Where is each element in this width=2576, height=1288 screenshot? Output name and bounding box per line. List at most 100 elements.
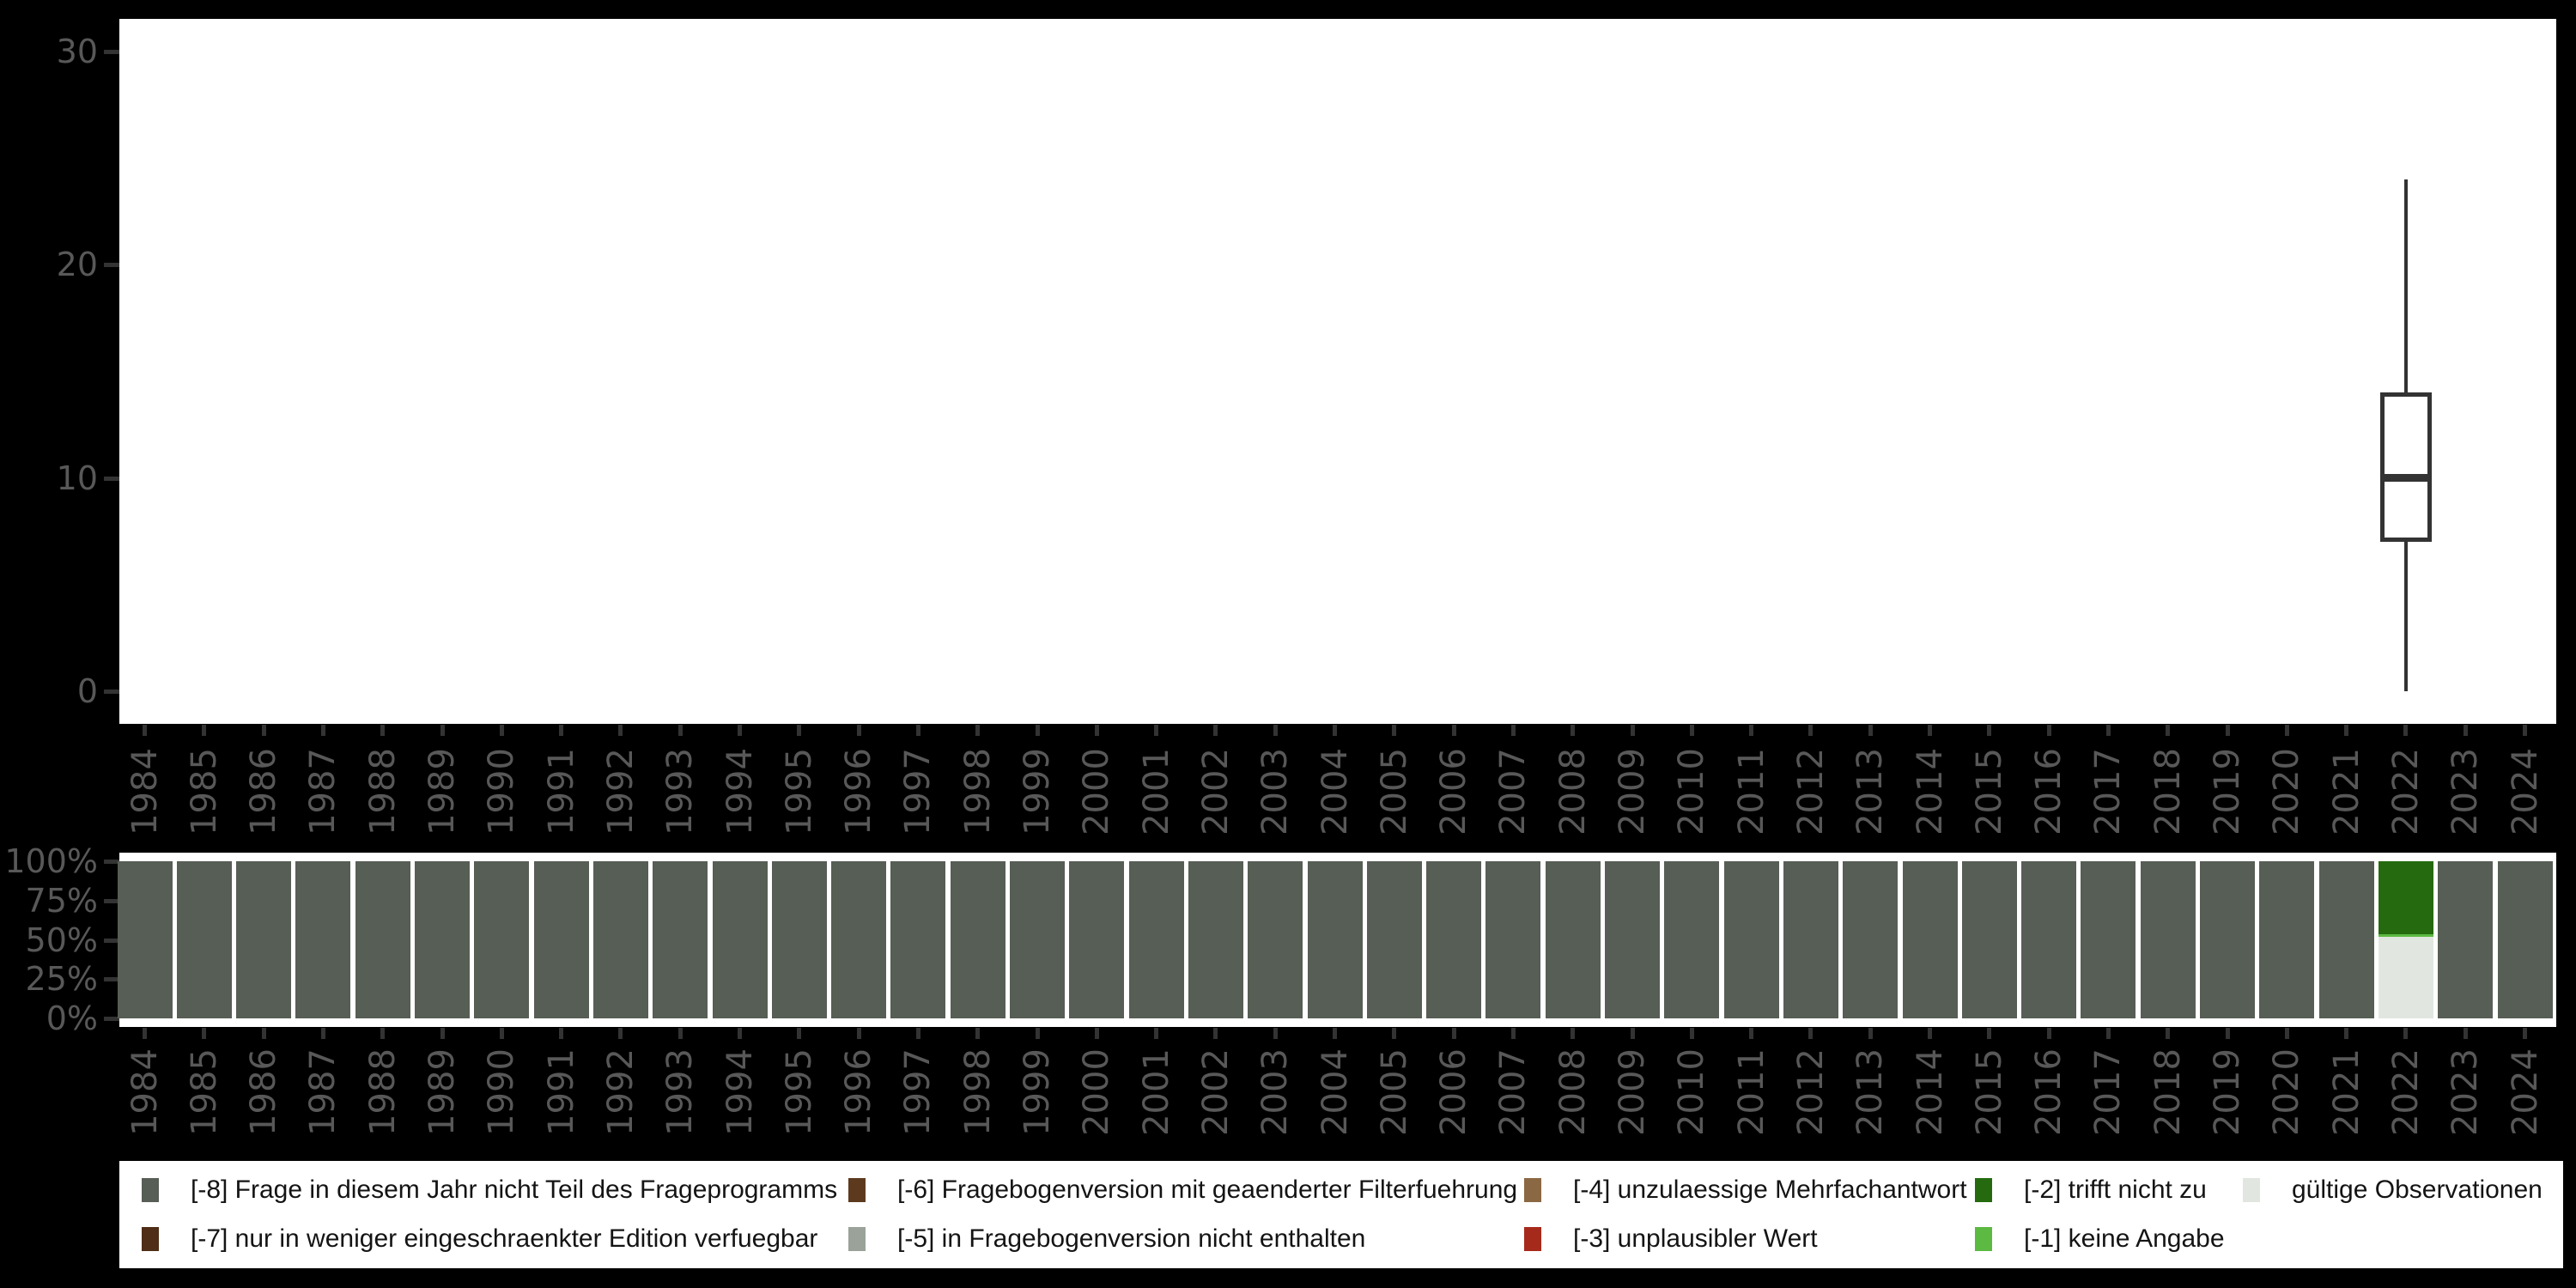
x-axis-tick (618, 725, 623, 736)
bar-segment-1993--8 (653, 861, 708, 1018)
x-axis-tick (2523, 725, 2527, 736)
x-axis-tick (1808, 725, 1814, 736)
bar-segment-1991--8 (533, 861, 589, 1018)
bar-segment-1997--8 (890, 861, 946, 1018)
x-axis-year-label: 2003 (1255, 748, 1296, 835)
x-axis-tick (559, 725, 564, 736)
x-axis-tick (1154, 725, 1159, 736)
x-axis-tick (1689, 1028, 1694, 1039)
x-axis-tick (1987, 725, 1992, 736)
percent-axis-tick-label: 75% (25, 881, 98, 920)
x-axis-year-label: 2010 (1672, 748, 1712, 835)
x-axis-tick (1571, 1028, 1576, 1039)
x-axis-year-label: 1998 (957, 748, 998, 835)
x-axis-year-label: 1985 (184, 748, 224, 835)
legend-label--3: [-3] unplausibler Wert (1573, 1224, 1818, 1253)
x-axis-year-label: 2001 (1136, 748, 1176, 835)
x-axis-year-label: 1999 (1018, 1048, 1057, 1136)
x-axis-tick (975, 725, 981, 736)
x-axis-year-label: 2017 (2088, 1048, 2129, 1136)
x-axis-tick (1213, 1028, 1218, 1039)
x-axis-year-label: 2000 (1077, 748, 1117, 835)
x-axis-year-label: 2021 (2326, 1048, 2366, 1136)
x-axis-tick (380, 1028, 386, 1039)
bar-segment-2016--8 (2021, 861, 2077, 1018)
x-axis-year-label: 1993 (660, 1048, 701, 1136)
percent-axis-tick-label: 25% (25, 960, 98, 999)
x-axis-year-label: 2006 (1434, 1048, 1474, 1136)
y-axis-tick-label: 30 (56, 32, 98, 70)
x-axis-tick (738, 725, 742, 736)
bar-segment-1994--8 (712, 861, 768, 1018)
x-axis-year-label: 1986 (244, 1048, 284, 1136)
bar-segment-2013--8 (1843, 861, 1899, 1018)
bar-segment-2008--8 (1545, 861, 1601, 1018)
x-axis-tick (2225, 725, 2230, 736)
x-axis-tick (2105, 725, 2111, 736)
x-axis-tick (2463, 1028, 2468, 1039)
bar-segment-1995--8 (771, 861, 827, 1018)
boxplot-median-line (2379, 474, 2432, 482)
x-axis-tick (1928, 1028, 1932, 1039)
x-axis-year-label: 2003 (1255, 1048, 1296, 1136)
bar-segment-2024--8 (2497, 861, 2553, 1018)
y-axis-tick (104, 690, 119, 694)
x-axis-year-label: 1996 (839, 1048, 879, 1136)
bar-segment-2023--8 (2438, 861, 2494, 1018)
bar-segment-1988--8 (355, 861, 410, 1018)
x-axis-tick (1094, 725, 1099, 736)
x-axis-year-label: 2007 (1493, 1048, 1534, 1136)
bar-segment-2022--2 (2378, 861, 2433, 935)
bar-segment-2010--8 (1664, 861, 1720, 1018)
bar-segment-2011--8 (1723, 861, 1779, 1018)
x-axis-tick (1333, 1028, 1337, 1039)
x-axis-tick (2284, 725, 2289, 736)
x-axis-year-label: 2020 (2267, 748, 2307, 835)
x-axis-year-label: 2022 (2385, 748, 2426, 835)
bar-segment-2003--8 (1248, 861, 1303, 1018)
percent-axis-tick (104, 977, 119, 982)
bar-segment-2009--8 (1605, 861, 1660, 1018)
bar-segment-2022--1 (2378, 934, 2433, 937)
x-axis-tick (915, 1028, 920, 1039)
bar-segment-2001--8 (1128, 861, 1184, 1018)
x-axis-year-label: 1989 (422, 748, 462, 835)
x-axis-tick (618, 1028, 623, 1039)
x-axis-tick (202, 725, 207, 736)
x-axis-tick (320, 1028, 325, 1039)
legend-label--1: [-1] keine Angabe (2024, 1224, 2225, 1253)
x-axis-year-label: 1991 (541, 1048, 581, 1136)
x-axis-tick (143, 725, 147, 736)
y-axis-tick (104, 49, 119, 54)
boxplot-box (2379, 392, 2432, 543)
x-axis-year-label: 1996 (839, 748, 879, 835)
legend-swatch--2 (1975, 1178, 1992, 1202)
x-axis-tick (261, 725, 266, 736)
bar-segment-2021--8 (2318, 861, 2374, 1018)
x-axis-tick (2046, 1028, 2051, 1039)
bar-segment-2005--8 (1366, 861, 1422, 1018)
x-axis-year-label: 1987 (303, 748, 343, 835)
x-axis-tick (2225, 1028, 2230, 1039)
boxplot-plot-area (119, 19, 2556, 724)
x-axis-year-label: 1999 (1018, 748, 1057, 835)
bar-segment-2019--8 (2200, 861, 2255, 1018)
x-axis-year-label: 2022 (2385, 1048, 2426, 1136)
legend-label--8: [-8] Frage in diesem Jahr nicht Teil des… (191, 1176, 838, 1204)
x-axis-year-label: 2024 (2505, 748, 2545, 835)
x-axis-year-label: 2011 (1731, 748, 1771, 835)
x-axis-tick (1392, 725, 1397, 736)
x-axis-tick (143, 1028, 147, 1039)
x-axis-tick (1749, 725, 1754, 736)
x-axis-tick (677, 1028, 683, 1039)
bar-segment-2018--8 (2140, 861, 2196, 1018)
bar-segment-2014--8 (1902, 861, 1958, 1018)
y-axis-tick-label: 20 (56, 246, 98, 283)
bar-segment-2004--8 (1307, 861, 1363, 1018)
x-axis-year-label: 1992 (600, 748, 641, 835)
x-axis-year-label: 2014 (1910, 748, 1950, 835)
percent-axis-tick-label: 50% (25, 920, 98, 959)
legend-label--4: [-4] unzulaessige Mehrfachantwort (1573, 1176, 1967, 1204)
bar-segment-2017--8 (2081, 861, 2136, 1018)
x-axis-tick (2463, 725, 2468, 736)
